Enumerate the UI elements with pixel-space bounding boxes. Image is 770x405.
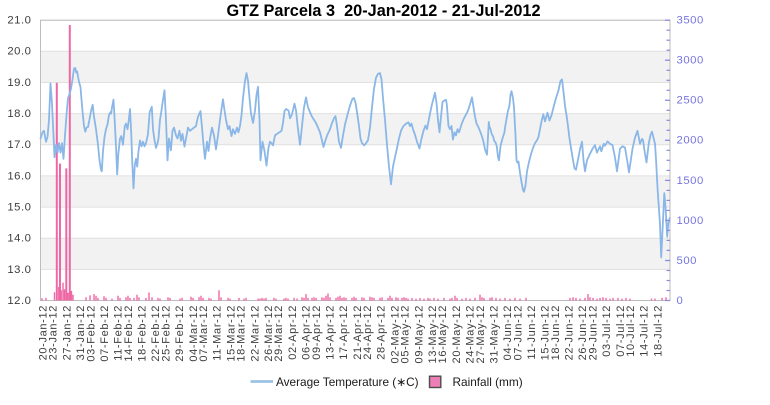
svg-text:21.0: 21.0 xyxy=(7,15,31,27)
svg-text:26-Jun-12: 26-Jun-12 xyxy=(577,305,589,360)
svg-text:18-Feb-12: 18-Feb-12 xyxy=(137,305,149,362)
svg-text:13-May-12: 13-May-12 xyxy=(427,305,439,363)
svg-text:29-Feb-12: 29-Feb-12 xyxy=(174,305,186,362)
svg-text:05-May-12: 05-May-12 xyxy=(400,305,412,363)
svg-text:23-Jan-12: 23-Jan-12 xyxy=(48,305,60,360)
svg-text:GTZ Parcela 3 20-Jan-2012 - 2: GTZ Parcela 3 20-Jan-2012 - 21-Jul-2012 xyxy=(226,2,540,20)
svg-text:Rainfall (mm): Rainfall (mm) xyxy=(453,375,523,389)
svg-text:18-Jun-12: 18-Jun-12 xyxy=(550,305,562,360)
svg-text:21-Apr-12: 21-Apr-12 xyxy=(352,305,364,360)
svg-text:31-May-12: 31-May-12 xyxy=(488,305,500,363)
svg-text:02-Apr-12: 02-Apr-12 xyxy=(287,305,299,360)
svg-text:16-May-12: 16-May-12 xyxy=(437,305,449,363)
svg-text:20.0: 20.0 xyxy=(7,46,31,58)
svg-text:14.0: 14.0 xyxy=(7,233,31,245)
svg-text:24-May-12: 24-May-12 xyxy=(465,305,477,363)
svg-text:13-Apr-12: 13-Apr-12 xyxy=(325,305,337,360)
svg-text:29-Jun-12: 29-Jun-12 xyxy=(588,305,600,360)
svg-text:11-Jun-12: 11-Jun-12 xyxy=(526,305,538,360)
svg-text:500: 500 xyxy=(677,255,698,267)
svg-text:22-Mar-12: 22-Mar-12 xyxy=(249,305,261,362)
svg-text:14-Feb-12: 14-Feb-12 xyxy=(123,305,135,362)
svg-text:15-Mar-12: 15-Mar-12 xyxy=(225,305,237,362)
svg-text:19.0: 19.0 xyxy=(7,77,31,89)
svg-text:07-Feb-12: 07-Feb-12 xyxy=(99,305,111,362)
svg-text:22-Feb-12: 22-Feb-12 xyxy=(150,305,162,362)
svg-text:25-Feb-12: 25-Feb-12 xyxy=(161,305,173,362)
svg-text:11-Mar-12: 11-Mar-12 xyxy=(212,305,224,361)
svg-text:20-Jan-12: 20-Jan-12 xyxy=(38,305,50,360)
svg-text:2000: 2000 xyxy=(677,135,704,147)
svg-text:29-Mar-12: 29-Mar-12 xyxy=(273,305,285,362)
svg-text:09-Apr-12: 09-Apr-12 xyxy=(311,305,323,360)
svg-text:13.0: 13.0 xyxy=(7,264,31,276)
svg-text:04-Mar-12: 04-Mar-12 xyxy=(188,305,200,362)
svg-text:15.0: 15.0 xyxy=(7,202,31,214)
svg-text:26-Mar-12: 26-Mar-12 xyxy=(263,305,275,362)
svg-text:03-Feb-12: 03-Feb-12 xyxy=(85,305,97,362)
svg-text:12.0: 12.0 xyxy=(7,295,31,307)
svg-text:04-Jun-12: 04-Jun-12 xyxy=(502,305,514,360)
svg-text:18.0: 18.0 xyxy=(7,108,31,120)
svg-text:0: 0 xyxy=(677,295,684,307)
svg-text:27-Jan-12: 27-Jan-12 xyxy=(61,305,73,360)
svg-text:10-Jul-12: 10-Jul-12 xyxy=(625,305,637,357)
svg-text:20-May-12: 20-May-12 xyxy=(451,305,463,363)
svg-text:31-Jan-12: 31-Jan-12 xyxy=(75,305,87,360)
svg-text:09-May-12: 09-May-12 xyxy=(413,305,425,363)
svg-text:17-Apr-12: 17-Apr-12 xyxy=(338,305,350,360)
svg-text:03-Jul-12: 03-Jul-12 xyxy=(601,305,613,357)
svg-text:07-Jul-12: 07-Jul-12 xyxy=(615,305,627,357)
svg-text:07-Jun-12: 07-Jun-12 xyxy=(512,305,524,360)
svg-text:2500: 2500 xyxy=(677,95,704,107)
svg-text:27-May-12: 27-May-12 xyxy=(475,305,487,363)
svg-text:02-May-12: 02-May-12 xyxy=(389,305,401,363)
svg-text:24-Apr-12: 24-Apr-12 xyxy=(362,305,374,360)
svg-text:3000: 3000 xyxy=(677,55,704,67)
svg-text:15-Jun-12: 15-Jun-12 xyxy=(540,305,552,360)
svg-text:11-Feb-12: 11-Feb-12 xyxy=(113,305,125,361)
svg-text:3500: 3500 xyxy=(677,15,704,27)
svg-text:16.0: 16.0 xyxy=(7,170,31,182)
svg-text:06-Apr-12: 06-Apr-12 xyxy=(301,305,313,360)
svg-text:14-Jul-12: 14-Jul-12 xyxy=(639,305,651,357)
svg-text:1500: 1500 xyxy=(677,175,704,187)
svg-text:17.0: 17.0 xyxy=(7,139,31,151)
svg-text:18-Jul-12: 18-Jul-12 xyxy=(652,305,664,357)
svg-text:Average Temperature (∗C): Average Temperature (∗C) xyxy=(276,375,419,389)
svg-text:07-Mar-12: 07-Mar-12 xyxy=(198,305,210,362)
svg-text:18-Mar-12: 18-Mar-12 xyxy=(236,305,248,362)
svg-text:28-Apr-12: 28-Apr-12 xyxy=(376,305,388,360)
svg-text:22-Jun-12: 22-Jun-12 xyxy=(564,305,576,360)
svg-text:1000: 1000 xyxy=(677,215,704,227)
